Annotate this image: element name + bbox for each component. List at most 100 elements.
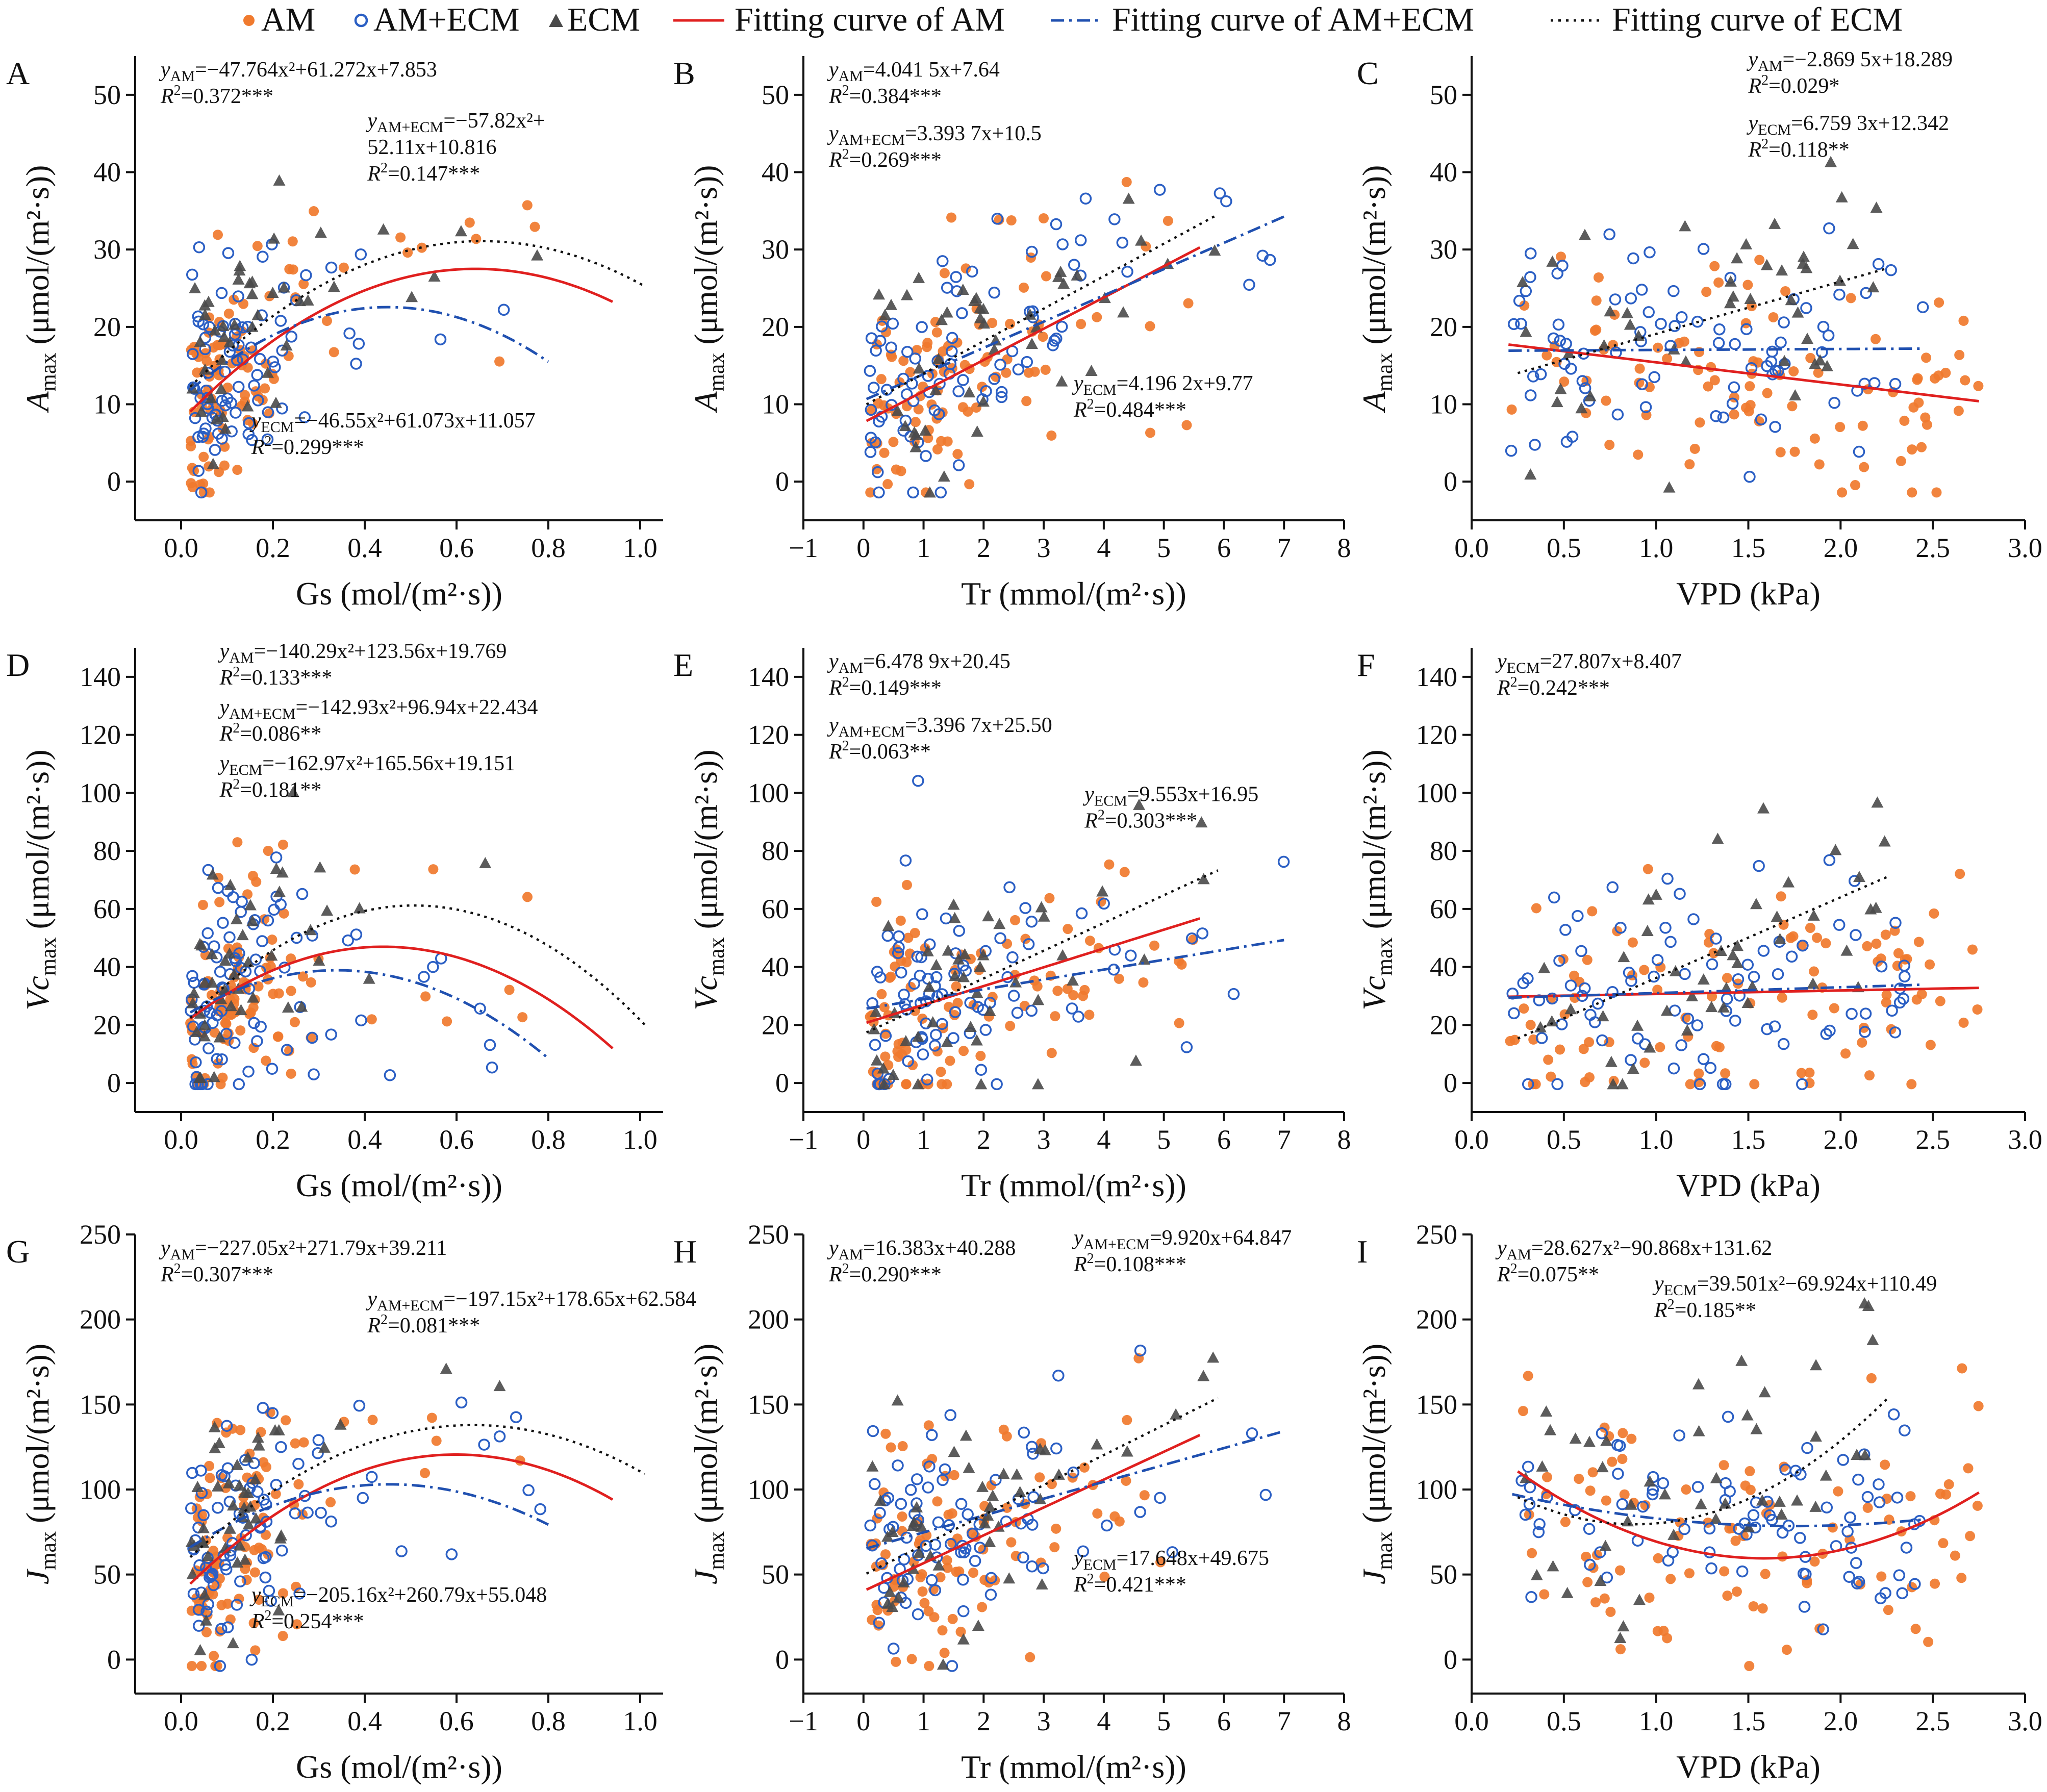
point-amecm	[534, 1503, 546, 1516]
point-amecm	[1846, 1007, 1858, 1020]
fit-curve-ecm	[866, 1397, 1219, 1575]
point-amecm	[991, 1078, 1003, 1091]
point-ecm	[268, 232, 281, 244]
point-amecm	[872, 466, 884, 478]
point-amecm	[1214, 187, 1226, 199]
point-amecm	[1547, 332, 1560, 345]
point-ecm	[242, 956, 255, 968]
point-amecm	[1761, 1023, 1773, 1036]
point-amecm	[923, 1460, 936, 1473]
point-am	[248, 1002, 259, 1013]
point-amecm	[418, 971, 430, 983]
point-am	[881, 327, 892, 338]
point-amecm	[1797, 939, 1809, 952]
point-ecm	[923, 486, 936, 498]
point-amecm	[869, 436, 881, 448]
fit-curve-amecm	[1508, 347, 1924, 352]
point-ecm	[1564, 1003, 1577, 1015]
y-tick-label: 20	[1430, 1009, 1457, 1040]
point-am	[1021, 396, 1032, 407]
point-amecm	[1074, 234, 1087, 246]
equation-text: yAM=4.041 5x+7.64	[827, 58, 1000, 85]
point-am	[1827, 1522, 1838, 1533]
point-amecm	[1551, 267, 1563, 280]
point-ecm	[885, 298, 898, 310]
x-axis-label: VPD (kPa)	[1676, 1749, 1821, 1785]
point-amecm	[1050, 333, 1063, 345]
point-am	[873, 398, 883, 409]
point-ecm	[190, 1026, 203, 1038]
point-am	[1174, 1018, 1184, 1028]
point-am	[1954, 349, 1965, 360]
point-ecm	[225, 1000, 238, 1012]
point-am	[234, 1594, 244, 1604]
point-ecm	[970, 292, 982, 304]
point-am	[1796, 1068, 1807, 1078]
point-ecm	[912, 1030, 924, 1042]
point-amecm	[1719, 1078, 1732, 1091]
point-ecm	[1717, 1001, 1730, 1013]
point-ecm	[1034, 1493, 1047, 1504]
point-am	[1119, 867, 1130, 877]
point-ecm	[206, 948, 218, 960]
point-amecm	[1844, 1511, 1856, 1524]
point-ecm	[217, 319, 230, 331]
point-amecm	[312, 1447, 324, 1459]
point-amecm	[937, 255, 949, 267]
point-amecm	[1697, 243, 1710, 255]
point-amecm	[209, 444, 221, 456]
point-ecm	[1695, 1498, 1707, 1509]
point-am	[939, 268, 950, 279]
point-am	[1092, 1508, 1103, 1519]
point-am	[1505, 1036, 1515, 1046]
point-amecm	[1259, 1488, 1272, 1501]
point-am	[1730, 1535, 1741, 1546]
point-am	[880, 1428, 891, 1439]
y-tick-label: 20	[93, 312, 121, 342]
point-amecm	[1026, 1560, 1038, 1573]
point-am	[1662, 354, 1673, 364]
point-am	[1973, 1401, 1984, 1411]
point-am	[975, 1051, 986, 1062]
point-am	[1883, 1605, 1893, 1616]
x-tick-label: 0.0	[1454, 1706, 1489, 1736]
point-ecm	[224, 878, 237, 890]
point-amecm	[1769, 421, 1781, 433]
y-axis-label: Jmax (μmol/(m²·s))	[1356, 1344, 1397, 1584]
equation-text: yECM=−205.16x²+260.79x+55.048	[249, 1583, 547, 1610]
x-tick-label: 0.0	[164, 1124, 198, 1155]
point-amecm	[944, 1409, 956, 1421]
x-tick-label: 0.5	[1547, 533, 1581, 563]
r2-text: R2=0.063**	[828, 738, 931, 764]
point-am	[1881, 997, 1891, 1008]
point-am	[201, 356, 212, 366]
point-amecm	[988, 286, 1000, 299]
point-am	[261, 1055, 271, 1066]
y-tick-label: 40	[93, 952, 121, 982]
point-am	[270, 1488, 281, 1499]
point-am	[1862, 1502, 1873, 1513]
point-amecm	[276, 402, 288, 415]
point-amecm	[1527, 370, 1539, 383]
point-amecm	[907, 486, 919, 499]
point-amecm	[1691, 1019, 1704, 1031]
y-axis-label: Amax (μmol/(m²·s))	[688, 165, 729, 414]
point-am	[1955, 869, 1965, 879]
point-amecm	[1657, 1477, 1670, 1490]
point-amecm	[222, 247, 235, 259]
point-ecm	[1056, 949, 1069, 961]
x-tick-label: 2.5	[1915, 1706, 1950, 1736]
point-amecm	[926, 1429, 938, 1442]
point-am	[291, 1619, 302, 1630]
point-ecm	[974, 312, 987, 323]
point-amecm	[1588, 1016, 1601, 1028]
point-am	[1006, 1537, 1017, 1548]
point-ecm	[208, 1071, 220, 1082]
point-ecm	[1760, 259, 1773, 270]
point-ecm	[194, 1644, 207, 1655]
point-am	[235, 1025, 246, 1036]
point-ecm	[1607, 1078, 1620, 1090]
point-amecm	[922, 1481, 934, 1494]
